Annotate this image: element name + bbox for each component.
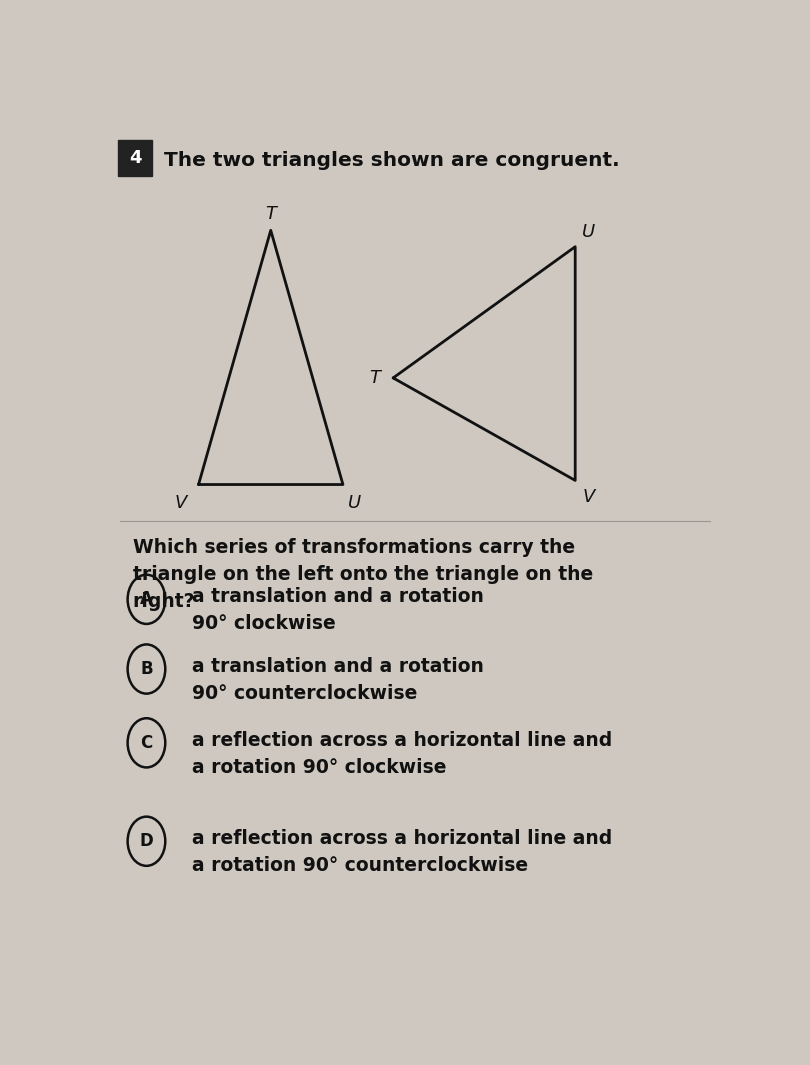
- Text: C: C: [140, 734, 152, 752]
- Text: T: T: [265, 204, 276, 223]
- Text: U: U: [582, 223, 595, 241]
- Text: a translation and a rotation
90° counterclockwise: a translation and a rotation 90° counter…: [192, 657, 484, 703]
- FancyBboxPatch shape: [118, 141, 152, 176]
- Text: T: T: [369, 368, 380, 387]
- Text: V: V: [175, 493, 187, 511]
- Text: a translation and a rotation
90° clockwise: a translation and a rotation 90° clockwi…: [192, 587, 484, 634]
- Text: V: V: [583, 488, 595, 506]
- Text: a reflection across a horizontal line and
a rotation 90° counterclockwise: a reflection across a horizontal line an…: [192, 829, 612, 875]
- Text: A: A: [140, 590, 153, 608]
- Text: U: U: [347, 493, 360, 511]
- Text: 4: 4: [129, 149, 142, 167]
- Text: Which series of transformations carry the
triangle on the left onto the triangle: Which series of transformations carry th…: [133, 538, 593, 611]
- Text: The two triangles shown are congruent.: The two triangles shown are congruent.: [164, 151, 620, 170]
- Text: a reflection across a horizontal line and
a rotation 90° clockwise: a reflection across a horizontal line an…: [192, 731, 612, 776]
- Text: B: B: [140, 660, 153, 678]
- Text: D: D: [139, 832, 153, 850]
